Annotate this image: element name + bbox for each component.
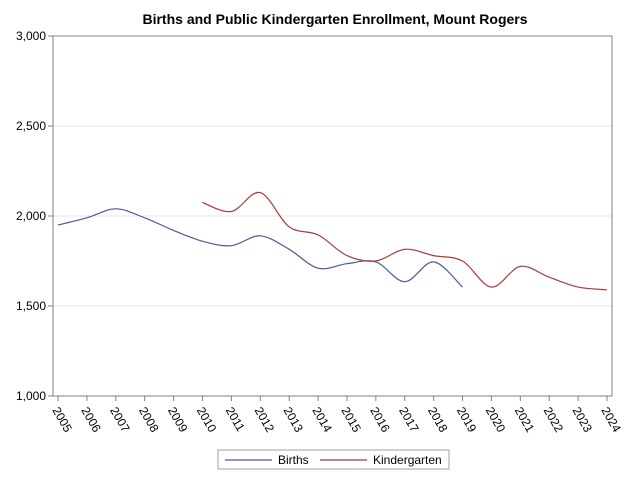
- x-tick-label: 2006: [78, 405, 104, 435]
- x-tick-label: 2017: [396, 405, 422, 435]
- x-tick-label: 2014: [309, 405, 335, 435]
- gridlines: [53, 125, 612, 307]
- y-tick-label: 2,000: [16, 209, 46, 223]
- x-tick-label: 2012: [252, 405, 278, 435]
- series-lines: [57, 191, 608, 291]
- x-tick-label: 2008: [136, 405, 162, 435]
- y-axis: 1,000 1,500 2,000 2,500 3,000: [16, 29, 53, 403]
- x-tick-label: 2011: [223, 405, 248, 435]
- series-line-births: [57, 208, 463, 288]
- y-tick-label: 1,000: [16, 389, 46, 403]
- x-axis: 2005 2006 2007 2008 2009 2010 2011 2012 2013 2014…: [49, 396, 624, 435]
- y-tick-label: 2,500: [16, 119, 46, 133]
- x-tick-label: 2016: [367, 405, 393, 435]
- legend-label: Kindergarten: [373, 453, 442, 467]
- y-tick-label: 3,000: [16, 29, 46, 43]
- x-tick-label: 2023: [570, 405, 596, 435]
- chart-title: Births and Public Kindergarten Enrollmen…: [142, 11, 527, 27]
- legend-label: Births: [278, 453, 309, 467]
- x-tick-label: 2021: [512, 405, 538, 435]
- x-tick-label: 2010: [194, 405, 220, 435]
- x-tick-label: 2018: [425, 405, 451, 435]
- x-tick-label: 2024: [598, 405, 624, 435]
- x-tick-label: 2019: [454, 405, 480, 435]
- y-tick-label: 1,500: [16, 299, 46, 313]
- x-tick-label: 2007: [107, 405, 133, 435]
- x-tick-label: 2022: [541, 405, 567, 435]
- x-tick-label: 2020: [483, 405, 509, 435]
- x-tick-label: 2005: [49, 405, 75, 435]
- x-tick-label: 2013: [281, 405, 307, 435]
- legend: Births Kindergarten: [217, 449, 450, 470]
- series-line-kindergarten: [202, 191, 608, 291]
- x-tick-label: 2009: [165, 405, 191, 435]
- x-tick-label: 2015: [338, 405, 364, 435]
